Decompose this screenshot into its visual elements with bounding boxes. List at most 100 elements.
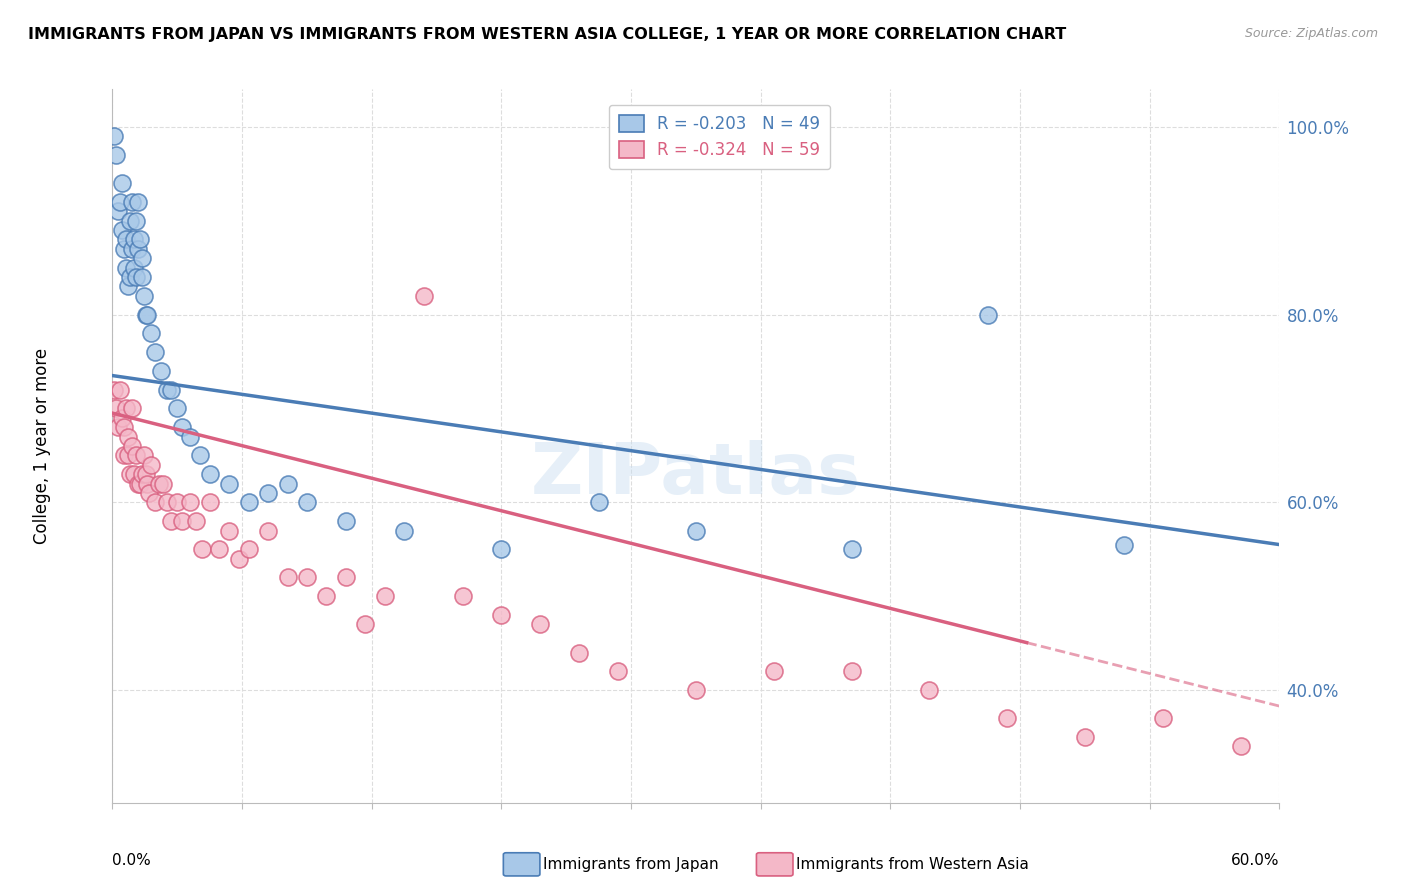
Point [117, 279, 139, 293]
Point [1074, 730, 1097, 744]
Point [148, 476, 170, 491]
Point [160, 383, 183, 397]
Point [238, 495, 260, 509]
Point [156, 495, 179, 509]
Point [276, 570, 298, 584]
Point [762, 665, 785, 679]
Point [184, 514, 207, 528]
Point [127, 242, 149, 256]
Point [128, 232, 150, 246]
Text: 0.0%: 0.0% [112, 853, 152, 868]
Point [315, 589, 337, 603]
Point [335, 514, 357, 528]
Point [143, 345, 166, 359]
Point [228, 551, 250, 566]
Point [918, 683, 941, 698]
Point [118, 270, 141, 285]
Point [188, 449, 211, 463]
Point [135, 308, 157, 322]
Point [143, 495, 166, 509]
Point [122, 260, 145, 275]
Point [685, 683, 707, 698]
Point [491, 542, 513, 557]
Text: College, 1 year or more: College, 1 year or more [34, 348, 52, 544]
Point [841, 665, 863, 679]
Point [135, 467, 157, 482]
Point [127, 194, 149, 209]
Point [150, 364, 173, 378]
Point [131, 270, 153, 285]
Point [335, 570, 357, 584]
Point [121, 401, 143, 416]
Point [107, 204, 129, 219]
Text: IMMIGRANTS FROM JAPAN VS IMMIGRANTS FROM WESTERN ASIA COLLEGE, 1 YEAR OR MORE CO: IMMIGRANTS FROM JAPAN VS IMMIGRANTS FROM… [28, 27, 1066, 42]
Point [218, 524, 240, 538]
Point [218, 476, 240, 491]
Point [105, 401, 128, 416]
Point [125, 213, 148, 227]
Point [166, 495, 188, 509]
Point [122, 232, 145, 246]
Text: Immigrants from Japan: Immigrants from Japan [543, 857, 718, 871]
Point [117, 449, 139, 463]
Point [125, 270, 148, 285]
Point [179, 429, 201, 443]
Point [172, 514, 194, 528]
Point [136, 476, 159, 491]
Point [131, 467, 153, 482]
Point [198, 467, 221, 482]
Point [1229, 739, 1251, 754]
Point [529, 617, 551, 632]
Point [111, 223, 134, 237]
Point [976, 308, 998, 322]
Point [1112, 538, 1135, 552]
Point [128, 476, 150, 491]
Point [374, 589, 396, 603]
Point [685, 524, 707, 538]
Point [105, 148, 128, 162]
Point [125, 449, 148, 463]
Point [115, 260, 138, 275]
Point [132, 449, 155, 463]
Legend: R = -0.203   N = 49, R = -0.324   N = 59: R = -0.203 N = 49, R = -0.324 N = 59 [609, 104, 830, 169]
Point [115, 401, 138, 416]
Point [588, 495, 610, 509]
Point [115, 232, 138, 246]
Point [1152, 711, 1174, 725]
Point [607, 665, 630, 679]
Point [179, 495, 201, 509]
Point [111, 410, 134, 425]
Point [141, 326, 163, 341]
Point [172, 420, 194, 434]
Point [257, 524, 280, 538]
Point [191, 542, 214, 557]
Text: Immigrants from Western Asia: Immigrants from Western Asia [796, 857, 1029, 871]
Point [568, 646, 591, 660]
Point [136, 308, 159, 322]
Text: 60.0%: 60.0% [1232, 853, 1279, 868]
Point [166, 401, 188, 416]
Point [491, 607, 513, 622]
Text: ZIPatlas: ZIPatlas [531, 440, 860, 509]
Point [131, 251, 153, 265]
Point [141, 458, 163, 472]
Point [112, 242, 135, 256]
Point [451, 589, 474, 603]
Point [103, 383, 125, 397]
Point [121, 439, 143, 453]
Point [412, 289, 434, 303]
Point [127, 476, 149, 491]
Point [841, 542, 863, 557]
Point [118, 213, 141, 227]
Point [103, 129, 125, 144]
Point [354, 617, 377, 632]
Point [112, 449, 135, 463]
Point [107, 420, 129, 434]
Point [110, 194, 132, 209]
Point [257, 486, 280, 500]
Point [112, 420, 135, 434]
Point [121, 242, 143, 256]
Text: Source: ZipAtlas.com: Source: ZipAtlas.com [1244, 27, 1378, 40]
Point [138, 486, 160, 500]
Point [118, 467, 141, 482]
